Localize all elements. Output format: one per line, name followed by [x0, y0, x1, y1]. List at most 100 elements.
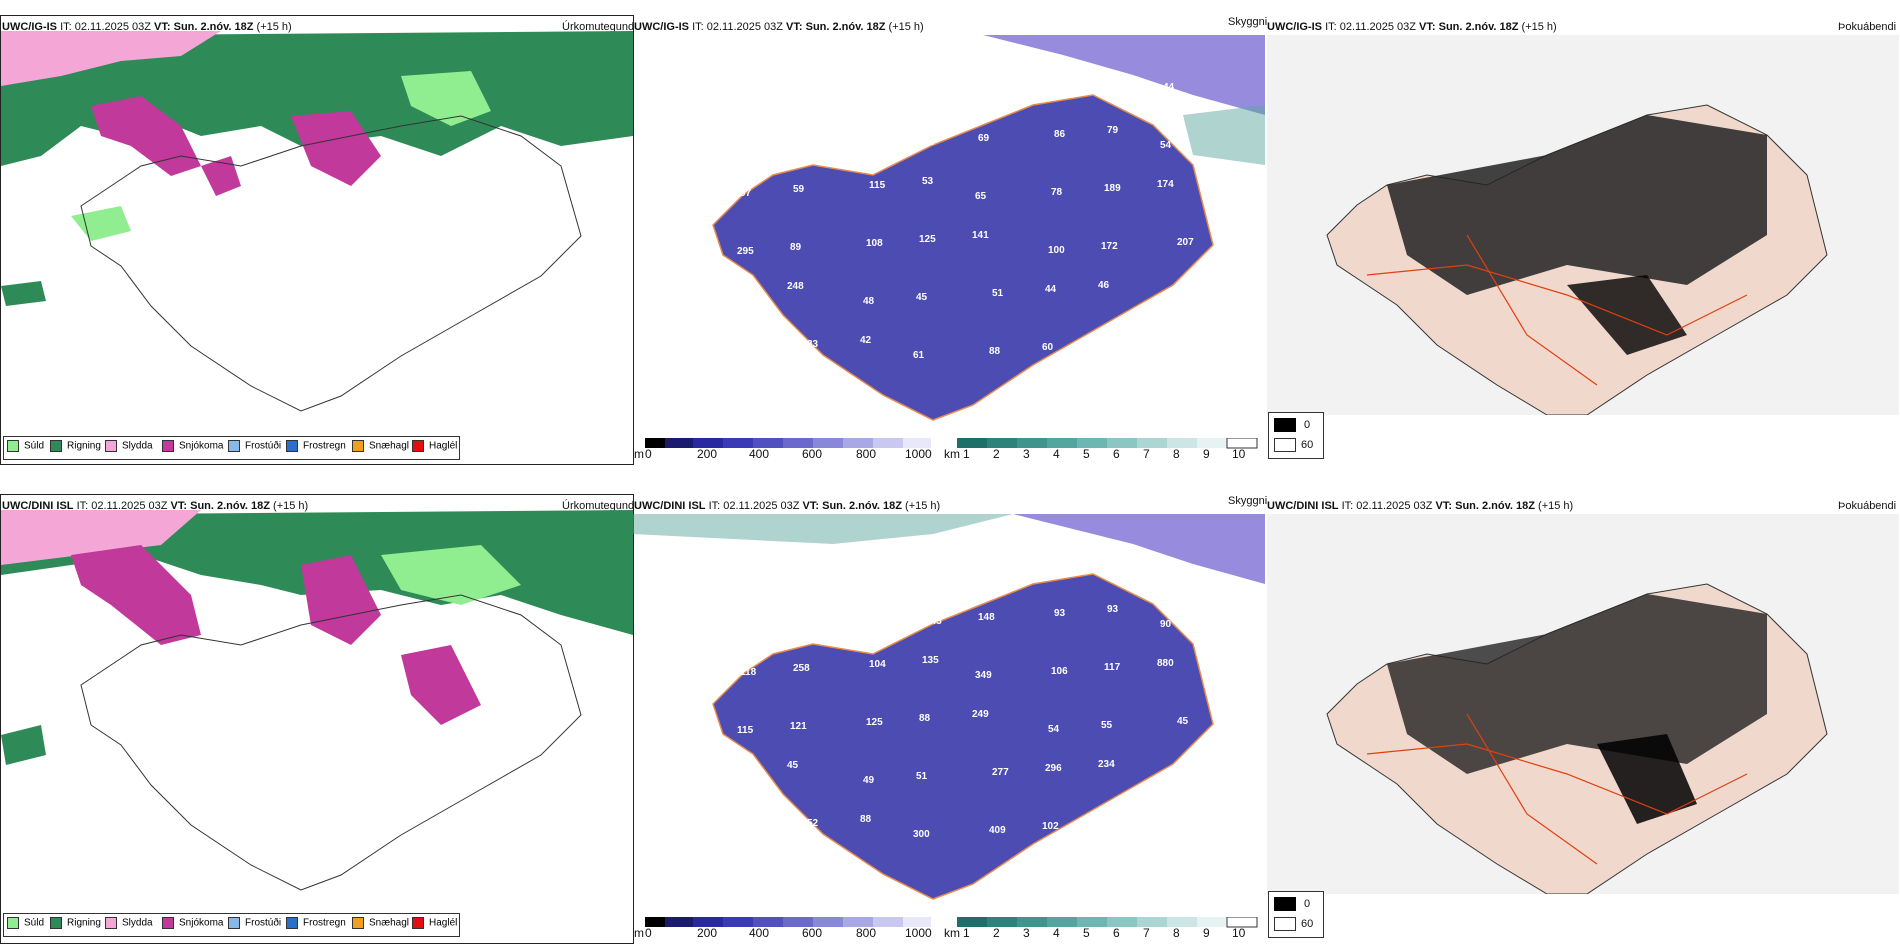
visibility-label: 80 — [1095, 817, 1107, 828]
visibility-label: 300 — [913, 829, 930, 840]
visibility-label: 47 — [925, 137, 937, 148]
visibility-label: 88 — [860, 814, 872, 825]
fog-legend-swatch-low — [1274, 897, 1296, 911]
visibility-label: 89 — [790, 242, 802, 253]
legend-item: Frostúði — [228, 440, 281, 452]
cbar-km-tick: 7 — [1143, 447, 1150, 461]
legend-item: Slydda — [105, 917, 153, 929]
visibility-label: 45 — [787, 760, 799, 771]
visibility-label: 51 — [916, 771, 928, 782]
cbar-km-tick: 3 — [1023, 447, 1030, 461]
precip-header: UWC/IG-IS IT: 02.11.2025 03Z VT: Sun. 2.… — [2, 21, 292, 33]
cbar-km-tick: 10 — [1232, 926, 1246, 940]
legend-item: Haglél — [412, 440, 457, 452]
visibility-label: 102 — [1042, 821, 1059, 832]
visibility-label: 104 — [869, 659, 886, 670]
legend-item: Snjókoma — [162, 440, 223, 452]
visibility-labels: 200 198 211 90 67 61 61 44 37 45 55 47 69 86 79 54 97 59 1… — [723, 72, 1194, 361]
rain-area — [1, 281, 46, 306]
visibility-label: 189 — [1104, 183, 1121, 194]
cbar-m-svg — [645, 917, 931, 927]
cloud-base-sea — [1183, 105, 1265, 165]
roads — [1366, 234, 1748, 386]
cbar-km-tick: 8 — [1173, 447, 1180, 461]
legend-item: Slydda — [105, 440, 153, 452]
legend-item: Haglél — [412, 917, 457, 929]
cbar-km-tick: 7 — [1143, 926, 1150, 940]
drizzle-area — [71, 206, 131, 241]
visibility-label: 328 — [734, 285, 751, 296]
cbar-m-tick: 600 — [802, 926, 823, 940]
rain-area — [1, 725, 46, 765]
precip-map[interactable] — [0, 15, 634, 465]
cbar-km-svg — [957, 917, 1258, 928]
row-0: UWC/IG-IS IT: 02.11.2025 03Z VT: Sun. 2.… — [0, 15, 1899, 465]
visibility-label: 60 — [1042, 342, 1054, 353]
sky-map[interactable]: 200 198 211 90 67 61 61 44 37 45 55 47 69 86 79 54 97 59 1… — [633, 35, 1265, 435]
cbar-m-tick: 0 — [645, 447, 652, 461]
sleet-area — [1, 510, 201, 565]
visibility-label: 90 — [1160, 619, 1172, 630]
iceland-land — [712, 94, 1214, 421]
precip-map[interactable] — [0, 494, 634, 944]
visibility-label: 77 — [1095, 338, 1107, 349]
row-1: UWC/DINI ISL IT: 02.11.2025 03Z VT: Sun.… — [0, 479, 1900, 950]
fog-map-svg — [1267, 514, 1899, 894]
cbar-km-tick: 4 — [1053, 926, 1060, 940]
visibility-label: 61 — [913, 350, 925, 361]
visibility-label: 55 — [1163, 561, 1175, 572]
cbar-m-tick: 1000 — [905, 926, 932, 940]
visibility-label: 51 — [992, 288, 1004, 299]
visibility-label: 90 — [928, 79, 940, 90]
fog-map[interactable] — [1267, 514, 1899, 894]
fog-header: UWC/IG-IS IT: 02.11.2025 03Z VT: Sun. 2.… — [1267, 21, 1557, 33]
fog-legend-low: 0 — [1304, 898, 1311, 910]
visibility-label: 258 — [793, 663, 810, 674]
cbar-km-tick: 6 — [1113, 447, 1120, 461]
visibility-label: 55 — [849, 141, 861, 152]
cbar-km-tick: 5 — [1083, 926, 1090, 940]
precip-title: Úrkomutegund — [562, 21, 635, 33]
fog-legend-high: 60 — [1301, 918, 1314, 930]
fog-legend-low: 0 — [1304, 419, 1311, 431]
cbar-m-tick: 400 — [749, 447, 770, 461]
fog-map-svg — [1267, 35, 1899, 415]
fog-legend-swatch-high — [1274, 917, 1296, 931]
legend-item: Snæhagl — [352, 917, 409, 929]
visibility-label: 45 — [1177, 716, 1189, 727]
sky-map[interactable]: 244 241 198 171 116 68 79 55 85 72 54 145 148 93 93 90 1… — [633, 514, 1265, 914]
sky-header: UWC/IG-IS IT: 02.11.2025 03Z VT: Sun. 2.… — [634, 21, 924, 33]
fog-map[interactable] — [1267, 35, 1899, 415]
visibility-label: 108 — [866, 238, 883, 249]
legend-item: Rigning — [50, 440, 101, 452]
visibility-label: 45 — [916, 292, 928, 303]
visibility-label: 54 — [1160, 140, 1172, 151]
visibility-label: 106 — [1051, 666, 1068, 677]
cbar-km-tick: 9 — [1203, 447, 1210, 461]
visibility-label: 172 — [1101, 241, 1118, 252]
visibility-label: 248 — [787, 281, 804, 292]
visibility-label: 47 — [734, 764, 746, 775]
cbar-m-tick: 400 — [749, 926, 770, 940]
legend-item: Rigning — [50, 917, 101, 929]
visibility-label: 79 — [1107, 125, 1119, 136]
cbar-km-unit: km — [944, 447, 960, 461]
visibility-label: 49 — [731, 343, 743, 354]
drizzle-area — [401, 71, 491, 126]
visibility-label: 174 — [1157, 179, 1174, 190]
cbar-km-tick: 5 — [1083, 447, 1090, 461]
visibility-label: 72 — [796, 605, 808, 616]
sky-title: Skyggni — [1228, 16, 1268, 28]
fog-legend-swatch-low — [1274, 418, 1296, 432]
legend-item: Súld — [7, 917, 44, 929]
fog-title: Þokuábendi — [1838, 500, 1897, 512]
cbar-km-tick: 1 — [963, 926, 970, 940]
visibility-label: 115 — [869, 180, 886, 191]
visibility-label: 69 — [978, 133, 990, 144]
visibility-label: 58 — [731, 822, 743, 833]
cbar-m-unit: m — [634, 926, 644, 940]
visibility-label: 42 — [860, 335, 872, 346]
sky-map-svg: 200 198 211 90 67 61 61 44 37 45 55 47 69 86 79 54 97 59 1… — [712, 35, 1265, 421]
visibility-label: 141 — [972, 230, 989, 241]
cbar-km-tick: 6 — [1113, 926, 1120, 940]
